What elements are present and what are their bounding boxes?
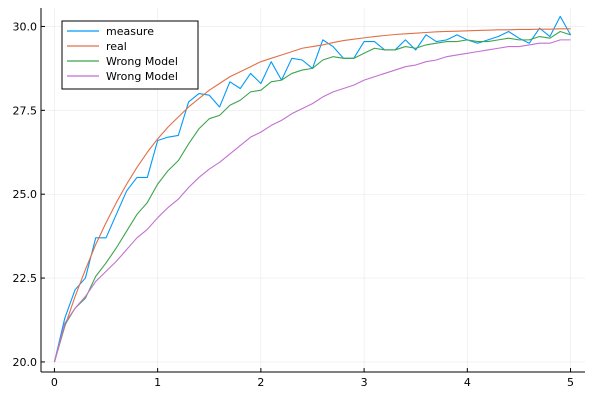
legend: measure real Wrong Model Wrong Model (61, 20, 199, 90)
x-tick-label: 3 (361, 376, 368, 389)
x-tick-label: 0 (51, 376, 58, 389)
series-line-1 (53, 28, 571, 363)
x-tick-label: 4 (464, 376, 471, 389)
y-tick-label: 30.0 (13, 20, 38, 33)
legend-box (61, 20, 199, 90)
y-tick-label: 20.0 (13, 356, 38, 369)
y-tick-label: 22.5 (13, 272, 38, 285)
x-tick-label: 2 (257, 376, 264, 389)
series-lines (53, 15, 572, 363)
x-tick-label: 1 (154, 376, 161, 389)
y-tick-label: 27.5 (13, 104, 38, 117)
series-line-2 (53, 30, 571, 363)
legend-label-0: measure (106, 25, 154, 38)
axes (40, 8, 585, 373)
legend-label-3: Wrong Model (106, 70, 178, 83)
grid (41, 8, 585, 372)
legend-label-1: real (106, 40, 127, 53)
series-line-3 (53, 39, 571, 363)
legend-label-2: Wrong Model (106, 55, 178, 68)
x-tick-label: 5 (567, 376, 574, 389)
tick-labels: 0 1 2 3 4 5 20.0 22.5 25.0 27.5 30.0 (13, 20, 575, 389)
y-tick-label: 25.0 (13, 188, 38, 201)
